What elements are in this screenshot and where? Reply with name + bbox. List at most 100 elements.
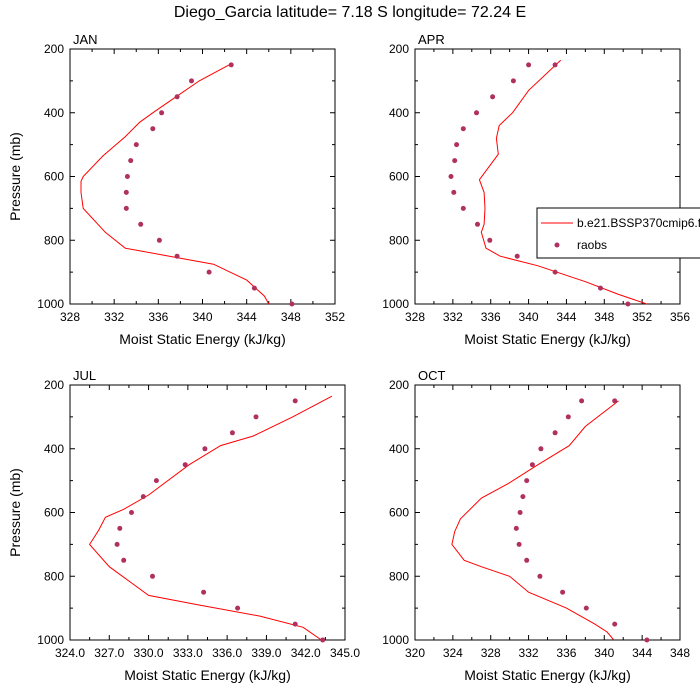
raobs-point <box>538 446 544 452</box>
y-tick-label: 800 <box>389 569 409 583</box>
y-tick-label: 1000 <box>37 297 64 311</box>
x-tick-label: 340 <box>519 310 539 324</box>
y-tick-label: 1000 <box>382 297 409 311</box>
raobs-point <box>292 621 298 627</box>
raobs-point <box>156 237 162 243</box>
y-tick-label: 600 <box>44 506 64 520</box>
raobs-point <box>123 205 129 211</box>
y-tick-label: 800 <box>44 233 64 247</box>
raobs-point <box>524 478 530 484</box>
x-tick-label: 336 <box>148 310 168 324</box>
raobs-point <box>123 189 129 195</box>
raobs-point <box>153 478 159 484</box>
x-axis-label: Moist Static Energy (kJ/kg) <box>464 331 631 347</box>
x-tick-label: 328 <box>405 310 425 324</box>
y-tick-label: 600 <box>389 506 409 520</box>
x-tick-label: 333.0 <box>173 646 203 660</box>
raobs-point <box>460 126 466 132</box>
raobs-point <box>150 573 155 579</box>
x-tick-label: 345.0 <box>330 646 360 660</box>
raobs-point <box>150 126 156 132</box>
raobs-point <box>114 541 120 547</box>
raobs-point <box>612 621 618 627</box>
raobs-point <box>174 94 180 100</box>
y-tick-label: 800 <box>389 233 409 247</box>
raobs-point <box>448 174 454 179</box>
legend-box <box>536 207 700 259</box>
x-axis-label: Moist Static Energy (kJ/kg) <box>464 667 631 683</box>
x-tick-label: 332 <box>443 310 463 324</box>
legend-label-raobs: raobs <box>577 238 607 252</box>
x-tick-label: 348 <box>281 310 301 324</box>
raobs-point <box>289 301 295 307</box>
raobs-point <box>579 398 585 404</box>
raobs-point <box>292 398 298 404</box>
x-tick-label: 340 <box>594 646 614 660</box>
y-tick-label: 200 <box>389 42 409 56</box>
legend-dot-swatch <box>554 242 560 248</box>
raobs-point <box>510 78 516 84</box>
x-tick-label: 336.0 <box>212 646 242 660</box>
raobs-point <box>138 221 144 227</box>
x-tick-label: 332 <box>519 646 539 660</box>
raobs-point <box>565 414 571 420</box>
raobs-point <box>253 414 259 420</box>
x-tick-label: 320 <box>405 646 425 660</box>
raobs-point <box>206 269 212 275</box>
panel-label: OCT <box>418 368 446 383</box>
y-tick-label: 200 <box>44 378 64 392</box>
panel-jan: JAN 328 332 336 340 344 348 352 200 400 600 800 1000… <box>7 32 345 347</box>
raobs-point <box>487 237 493 243</box>
y-tick-label: 400 <box>389 442 409 456</box>
x-tick-label: 324.0 <box>55 646 85 660</box>
raobs-point <box>182 462 188 468</box>
x-axis-label: Moist Static Energy (kJ/kg) <box>124 667 291 683</box>
raobs-point <box>189 78 194 84</box>
raobs-point <box>235 605 241 611</box>
legend: b.e21.BSSP370cmip6.f09_g17.CAM6-CLM5.001… <box>536 207 700 259</box>
raobs-point <box>121 557 127 563</box>
raobs-point <box>583 605 589 611</box>
y-tick-label: 800 <box>44 569 64 583</box>
model-line <box>88 395 333 641</box>
x-tick-label: 344 <box>632 646 652 660</box>
panel-label: JUL <box>73 368 96 383</box>
y-tick-label: 200 <box>44 42 64 56</box>
raobs-point <box>128 158 134 164</box>
figure-title: Diego_Garcia latitude= 7.18 S longitude=… <box>173 4 527 21</box>
raobs-point <box>454 142 460 148</box>
raobs-point <box>560 589 566 595</box>
y-tick-label: 600 <box>389 170 409 184</box>
raobs-point <box>124 174 130 179</box>
raobs-point <box>228 62 234 68</box>
y-tick-label: 400 <box>44 106 64 120</box>
x-tick-label: 328 <box>481 646 501 660</box>
raobs-point <box>460 205 466 211</box>
panel-label: APR <box>418 32 445 47</box>
raobs-point <box>612 398 618 404</box>
x-tick-label: 344 <box>237 310 257 324</box>
raobs-point <box>514 253 520 259</box>
x-tick-label: 327.0 <box>94 646 124 660</box>
raobs-point <box>201 589 207 595</box>
raobs-point <box>598 285 603 291</box>
x-tick-label: 336 <box>556 646 576 660</box>
x-tick-label: 352 <box>632 310 652 324</box>
y-axis-label: Pressure (mb) <box>7 468 23 557</box>
raobs-point <box>526 62 532 68</box>
x-tick-label: 348 <box>594 310 614 324</box>
raobs-point <box>451 189 457 195</box>
plot-frame <box>414 48 681 305</box>
panel-apr: APR 328 332 336 340 344 348 352 356 200 400 600 800 1… <box>382 32 690 347</box>
y-tick-label: 600 <box>44 170 64 184</box>
raobs-point <box>129 510 134 515</box>
raobs-point <box>516 541 522 547</box>
x-tick-label: 339.0 <box>251 646 281 660</box>
y-tick-label: 1000 <box>37 633 64 647</box>
raobs-point <box>133 142 139 148</box>
x-tick-label: 332 <box>104 310 124 324</box>
y-tick-label: 200 <box>389 378 409 392</box>
model-line <box>451 400 619 641</box>
plot-frame <box>69 384 346 641</box>
